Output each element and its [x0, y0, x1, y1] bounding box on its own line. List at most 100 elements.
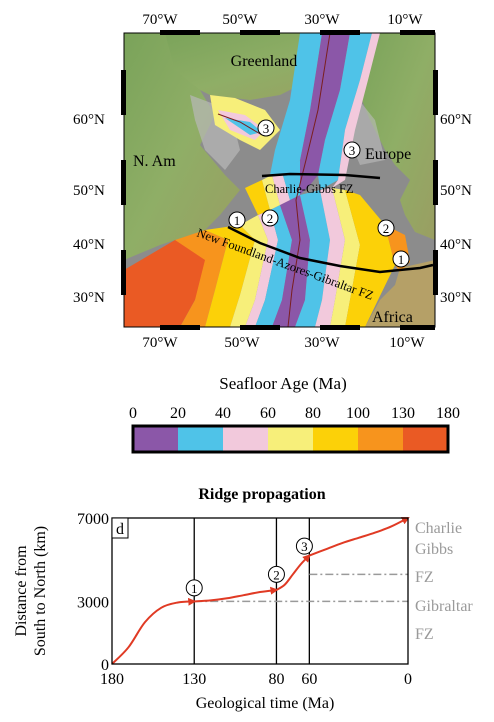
- panel-label-box: d: [111, 517, 129, 539]
- map-border-ticks: [121, 30, 438, 330]
- x-tick-labels: 180 130 80 60 0: [100, 671, 412, 688]
- colorbar-frame: [131, 424, 450, 454]
- y-axis-label: Distance from South to North (km): [13, 526, 49, 656]
- atlantic-seafloor-age-map: 70°W 50°W 30°W 10°W 70°W 50°W 30°W 10°W …: [73, 12, 472, 351]
- age-band-40-60-east: [315, 188, 345, 327]
- chart-series-line: [194, 586, 279, 603]
- map-marker-1-west: 1: [228, 211, 246, 229]
- colorbar-tick-label: 100: [346, 405, 370, 422]
- chart-grid: [193, 518, 310, 664]
- lon-tick-bottom-50w: 50°W: [224, 335, 260, 351]
- lon-tick-top-30w: 30°W: [304, 12, 340, 28]
- region-label-africa: Africa: [372, 309, 413, 326]
- lon-tick-top-70w: 70°W: [142, 12, 178, 28]
- lon-tick-top-50w: 50°W: [222, 12, 258, 28]
- chart-reference-lines: [194, 573, 408, 603]
- chart-series-line: [275, 554, 311, 591]
- seafloor-age-colorbar: Seafloor Age (Ma) 0 20 40 60 80 100 130 180: [129, 374, 460, 454]
- reference-line-label: Gibbs: [415, 541, 453, 558]
- europe-landmass: [360, 33, 435, 240]
- colorbar-tick-label: 40: [215, 405, 231, 422]
- chart-series-line: [308, 517, 410, 557]
- lat-tick-right-40n: 40°N: [440, 237, 472, 253]
- x-tick-label: 80: [268, 671, 284, 688]
- age-band-20-40-east: [295, 190, 330, 327]
- lat-tick-right-50n: 50°N: [440, 183, 472, 199]
- age-band-40-60-north: [272, 172, 290, 205]
- chart-series: [111, 517, 410, 665]
- lon-tick-bottom-10w: 10°W: [389, 335, 425, 351]
- age-band-80-100-west: [205, 225, 255, 327]
- x-tick-label: 180: [100, 671, 124, 688]
- age-band-40-60-west: [245, 210, 278, 327]
- africa-landmass: [365, 260, 435, 327]
- age-band-20-40-ne: [318, 33, 372, 190]
- ridge-axis: [287, 33, 331, 327]
- age-band-80-100-north: [245, 180, 270, 215]
- map-marker-label: 3: [263, 121, 270, 136]
- age-band-60-80-ne: [270, 33, 322, 175]
- charlie-gibbs-fz-line: [261, 172, 381, 180]
- map-marker-2-east: 2: [377, 219, 395, 237]
- chart-step-marker: 3: [295, 537, 313, 555]
- chart-frame: [111, 517, 409, 665]
- colorbar-swatch: [358, 426, 404, 452]
- x-tick-label: 60: [301, 671, 317, 688]
- age-band-60-80-north: [262, 175, 280, 210]
- y-axis-label-line1: Distance from: [13, 545, 30, 637]
- reference-line-label: Charlie: [415, 520, 462, 537]
- ridge-propagation-chart: Ridge propagation Distance from South to…: [13, 486, 473, 712]
- panel-label: d: [116, 521, 124, 538]
- lon-tick-bottom-70w: 70°W: [142, 335, 178, 351]
- chart-step-marker: 2: [267, 565, 285, 583]
- north-america-landmass: [124, 33, 240, 260]
- lon-tick-top-10w: 10°W: [387, 12, 423, 28]
- reference-line-label: FZ: [415, 569, 434, 586]
- chart-markers: 1 2 3: [185, 537, 313, 597]
- age-band-20-40-west: [255, 205, 292, 327]
- reference-line-label: Gibraltar: [415, 598, 473, 615]
- colorbar-title: Seafloor Age (Ma): [219, 374, 346, 393]
- chart-series-line: [111, 597, 197, 665]
- colorbar-swatch: [133, 426, 179, 452]
- region-label-north-america: N. Am: [133, 153, 176, 170]
- map-marker-label: 1: [398, 252, 405, 267]
- map-marker-1-east: 1: [392, 250, 410, 268]
- x-axis-label: Geological time (Ma): [196, 695, 335, 712]
- age-band-130-180: [124, 235, 220, 327]
- lat-tick-left-60n: 60°N: [73, 112, 105, 128]
- labrador-ridge-axis: [217, 113, 263, 136]
- chart-title: Ridge propagation: [198, 486, 325, 503]
- colorbar-swatch: [403, 426, 449, 452]
- lat-tick-left-50n: 50°N: [73, 183, 105, 199]
- colorbar-tick-label: 20: [170, 405, 186, 422]
- chart-step-marker-label: 3: [301, 539, 308, 554]
- colorbar-tick-label: 0: [129, 405, 137, 422]
- lat-tick-right-60n: 60°N: [440, 112, 472, 128]
- chart-step-marker: 1: [185, 579, 203, 597]
- chart-step-marker-label: 2: [273, 567, 280, 582]
- age-band-100-130: [175, 230, 228, 327]
- colorbar-tick-label: 180: [436, 405, 460, 422]
- fz-label-charlie-gibbs: Charlie-Gibbs FZ: [265, 182, 354, 196]
- age-bands: [124, 33, 410, 327]
- lat-tick-left-40n: 40°N: [73, 237, 105, 253]
- map-marker-label: 1: [234, 213, 241, 228]
- map-marker-label: 2: [383, 221, 390, 236]
- colorbar-swatch: [223, 426, 269, 452]
- colorbar-tick-label: 60: [260, 405, 276, 422]
- y-tick-label: 3000: [77, 594, 109, 611]
- map-marker-3-labrador: 3: [257, 119, 275, 137]
- colorbar-swatch: [313, 426, 359, 452]
- map-marker-3-rockall: 3: [343, 141, 361, 159]
- age-band-labrador-blue: [225, 118, 262, 135]
- lat-tick-right-30n: 30°N: [440, 290, 472, 306]
- colorbar-swatch: [268, 426, 314, 452]
- chart-step-marker-label: 1: [191, 581, 198, 596]
- colorbar-tick-labels: 0 20 40 60 80 100 130 180: [129, 405, 460, 422]
- y-tick-label: 7000: [77, 511, 109, 528]
- map-marker-label: 2: [267, 211, 274, 226]
- lat-tick-left-30n: 30°N: [73, 290, 105, 306]
- y-tick-labels: 0 3000 7000: [77, 511, 109, 674]
- colorbar-swatch: [178, 426, 224, 452]
